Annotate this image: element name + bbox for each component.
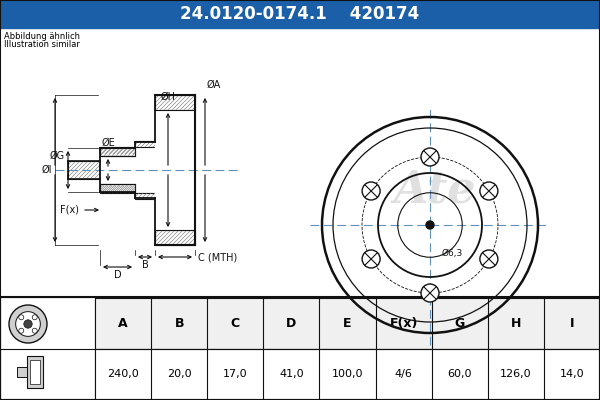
Circle shape bbox=[16, 312, 40, 336]
Text: C (MTH): C (MTH) bbox=[198, 252, 237, 262]
Bar bbox=[135, 141, 155, 147]
Text: 14,0: 14,0 bbox=[560, 370, 584, 380]
Text: D: D bbox=[286, 317, 296, 330]
Bar bbox=[0, 28, 600, 303]
Text: B: B bbox=[175, 317, 184, 330]
Circle shape bbox=[421, 284, 439, 302]
Bar bbox=[100, 147, 135, 154]
Text: H: H bbox=[511, 317, 521, 330]
Text: 24.0120-0174.1    420174: 24.0120-0174.1 420174 bbox=[181, 5, 419, 23]
Text: C: C bbox=[231, 317, 240, 330]
Text: E: E bbox=[343, 317, 352, 330]
Text: ØE: ØE bbox=[101, 138, 115, 148]
Text: 4/6: 4/6 bbox=[395, 370, 413, 380]
Circle shape bbox=[480, 182, 498, 200]
Text: D: D bbox=[113, 270, 121, 280]
Text: 41,0: 41,0 bbox=[279, 370, 304, 380]
Bar bbox=[155, 110, 195, 230]
Text: B: B bbox=[142, 260, 148, 270]
Text: F(x): F(x) bbox=[389, 317, 418, 330]
Bar bbox=[95, 298, 600, 349]
Text: Ø6,3: Ø6,3 bbox=[442, 249, 463, 258]
Text: 60,0: 60,0 bbox=[448, 370, 472, 380]
Text: Ate: Ate bbox=[394, 168, 476, 212]
Text: 126,0: 126,0 bbox=[500, 370, 532, 380]
Circle shape bbox=[9, 305, 47, 343]
Text: 100,0: 100,0 bbox=[332, 370, 363, 380]
Circle shape bbox=[362, 182, 380, 200]
Bar bbox=[0, 297, 95, 400]
Circle shape bbox=[32, 315, 37, 320]
Text: ØA: ØA bbox=[207, 80, 221, 90]
Bar bbox=[155, 230, 195, 245]
Circle shape bbox=[480, 250, 498, 268]
Bar bbox=[100, 184, 135, 192]
Text: 20,0: 20,0 bbox=[167, 370, 191, 380]
Bar bbox=[100, 148, 135, 156]
Text: A: A bbox=[118, 317, 128, 330]
Bar bbox=[100, 186, 135, 193]
Bar bbox=[27, 356, 43, 388]
Bar bbox=[68, 161, 100, 179]
Circle shape bbox=[421, 148, 439, 166]
Bar bbox=[0, 297, 600, 400]
Circle shape bbox=[19, 328, 24, 333]
Bar bbox=[95, 349, 600, 400]
Circle shape bbox=[362, 250, 380, 268]
Circle shape bbox=[426, 221, 434, 229]
Text: F(x): F(x) bbox=[60, 205, 79, 215]
Text: 17,0: 17,0 bbox=[223, 370, 248, 380]
Circle shape bbox=[32, 328, 37, 333]
Bar bbox=[155, 95, 195, 110]
Text: 240,0: 240,0 bbox=[107, 370, 139, 380]
Bar bbox=[30, 360, 40, 384]
Circle shape bbox=[19, 315, 24, 320]
Text: G: G bbox=[455, 317, 465, 330]
Text: Abbildung ähnlich: Abbildung ähnlich bbox=[4, 32, 80, 41]
Bar bbox=[100, 156, 135, 184]
Bar bbox=[17, 367, 27, 377]
Text: ØI: ØI bbox=[41, 165, 52, 175]
Text: ØG: ØG bbox=[50, 151, 65, 161]
Text: ØH: ØH bbox=[161, 92, 176, 102]
Text: I: I bbox=[569, 317, 574, 330]
Bar bbox=[0, 297, 600, 400]
Text: Illustration similar: Illustration similar bbox=[4, 40, 80, 49]
Bar bbox=[135, 193, 155, 199]
Circle shape bbox=[24, 320, 32, 328]
Bar bbox=[0, 0, 600, 28]
